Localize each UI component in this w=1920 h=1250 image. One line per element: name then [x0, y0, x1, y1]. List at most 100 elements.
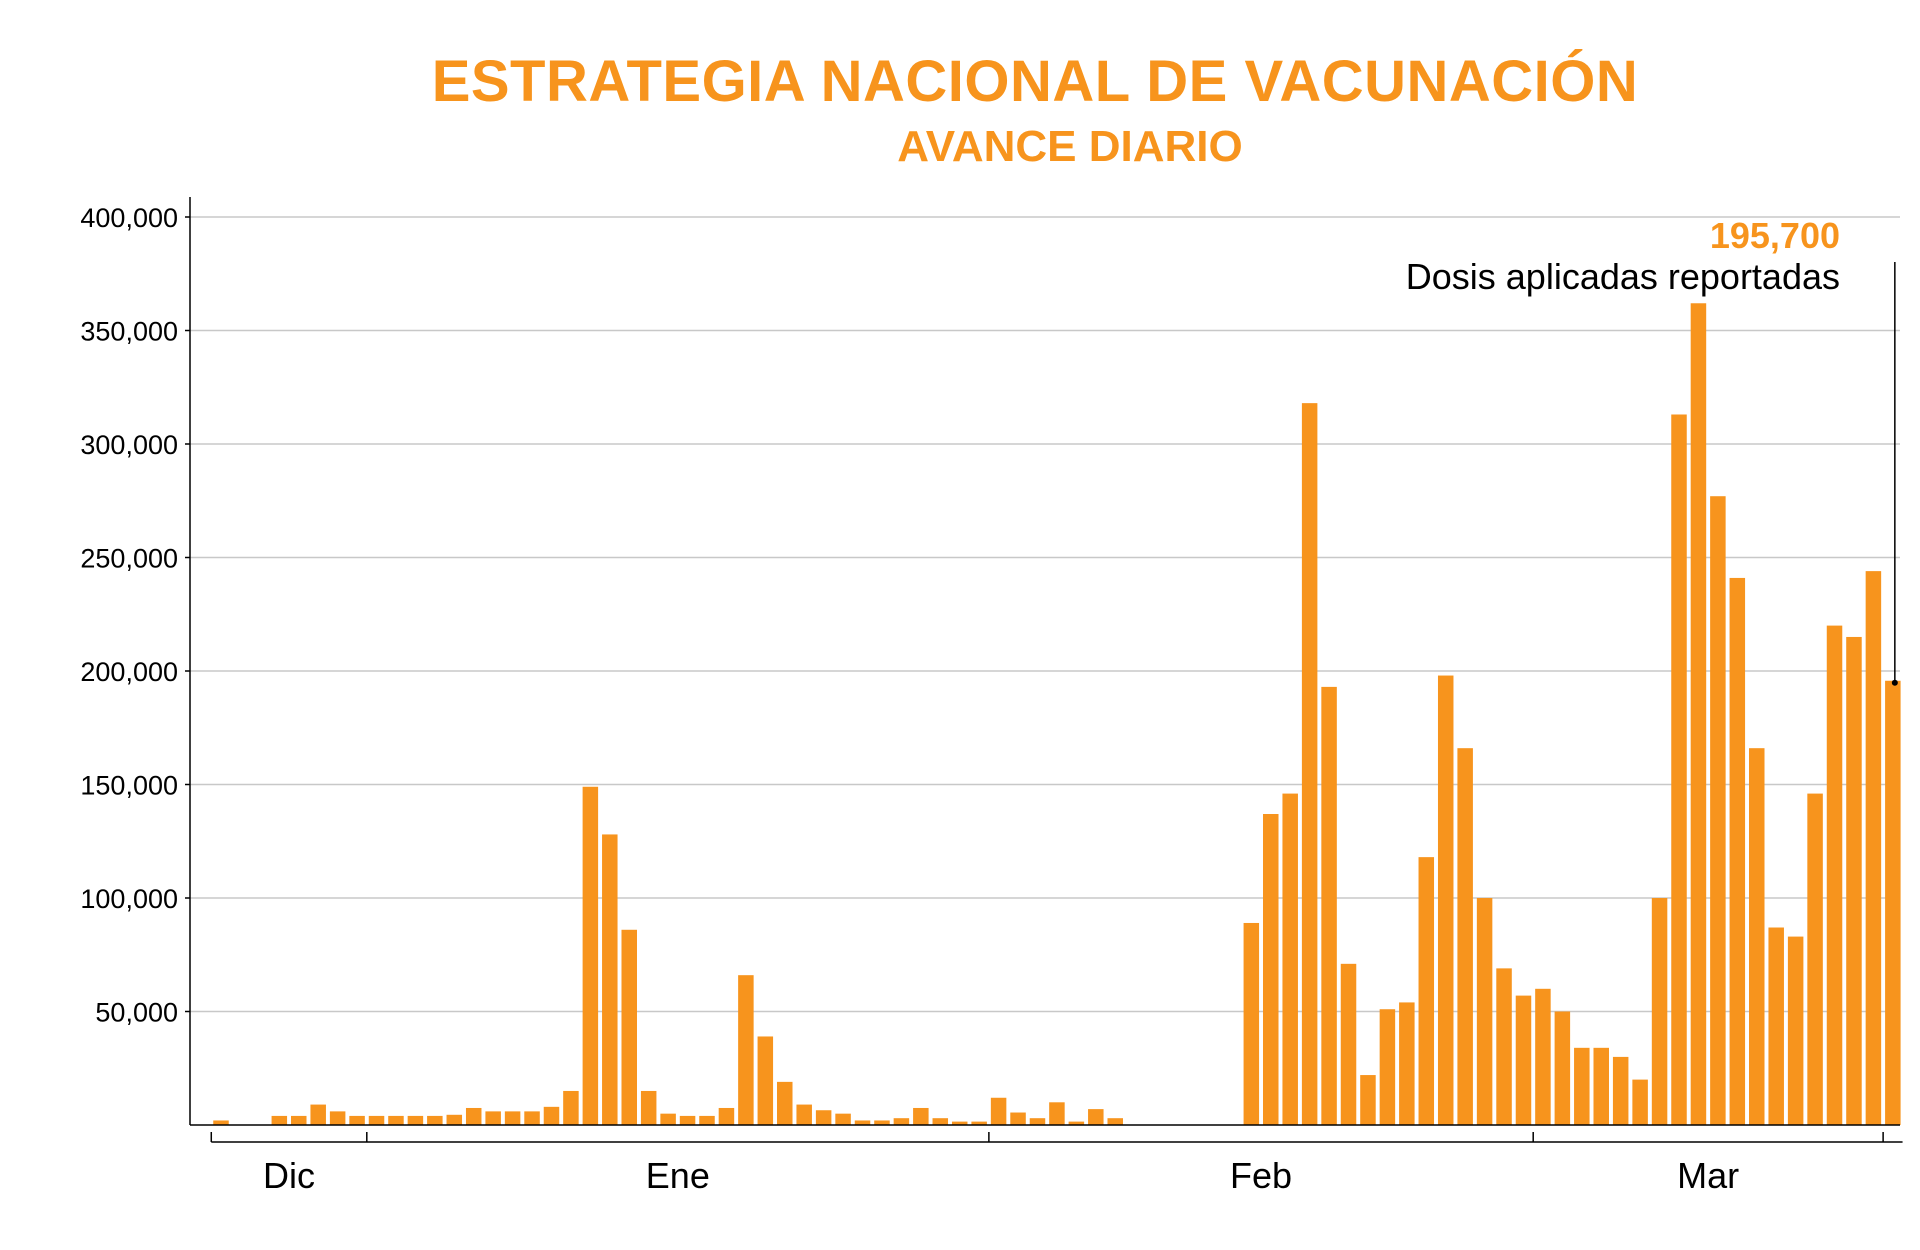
- bar: [1321, 686, 1337, 1125]
- bar: [1671, 414, 1687, 1125]
- annotation-value: 195,700: [1710, 215, 1840, 256]
- bar: [271, 1115, 288, 1125]
- bar: [990, 1097, 1007, 1125]
- y-tick-label: 200,000: [80, 657, 178, 687]
- bar: [1418, 857, 1435, 1125]
- bar: [1243, 922, 1260, 1125]
- bar: [796, 1104, 812, 1125]
- y-tick-label: 400,000: [80, 203, 178, 233]
- bar: [1554, 1011, 1571, 1125]
- bar: [1885, 680, 1901, 1125]
- chart-subtitle: AVANCE DIARIO: [897, 122, 1243, 171]
- x-tick-label: Mar: [1677, 1155, 1739, 1196]
- annotation-dot: [1891, 679, 1898, 686]
- bar: [1865, 571, 1882, 1125]
- bar: [1535, 988, 1551, 1125]
- bar: [1088, 1109, 1104, 1125]
- bar: [524, 1111, 540, 1125]
- bar: [777, 1081, 793, 1125]
- bar: [1574, 1047, 1590, 1125]
- bar: [1399, 1002, 1415, 1125]
- bar: [1593, 1047, 1609, 1125]
- bar: [1710, 496, 1726, 1126]
- bar: [1437, 675, 1454, 1125]
- bar: [1049, 1102, 1065, 1125]
- bar: [718, 1107, 735, 1125]
- bar: [1632, 1079, 1648, 1125]
- y-tick-label: 300,000: [80, 430, 178, 460]
- x-tick-label: Feb: [1230, 1155, 1292, 1196]
- bar: [504, 1111, 521, 1125]
- bar: [1301, 403, 1318, 1125]
- bar: [602, 834, 618, 1125]
- bar: [1515, 995, 1532, 1125]
- bar: [368, 1115, 385, 1125]
- bar: [854, 1120, 871, 1125]
- bar: [621, 929, 637, 1125]
- bar: [1651, 898, 1668, 1125]
- bar: [1846, 636, 1862, 1125]
- bar: [446, 1114, 463, 1125]
- y-tick-label: 150,000: [80, 771, 178, 801]
- y-tick-label: 350,000: [80, 317, 178, 347]
- chart-title: ESTRATEGIA NACIONAL DE VACUNACIÓN: [431, 49, 1639, 114]
- bar: [1826, 625, 1843, 1125]
- bar: [1282, 793, 1298, 1125]
- bar: [1457, 748, 1473, 1125]
- bar: [1068, 1121, 1085, 1125]
- bar: [291, 1115, 307, 1125]
- y-tick-label: 250,000: [80, 544, 178, 574]
- bar: [640, 1090, 657, 1125]
- bar: [427, 1115, 443, 1125]
- bar: [1496, 968, 1512, 1125]
- bar: [1476, 898, 1493, 1125]
- bar: [543, 1106, 560, 1125]
- bar: [582, 786, 599, 1125]
- y-tick-label: 50,000: [95, 998, 178, 1028]
- bar: [1379, 1009, 1396, 1125]
- bar: [1010, 1112, 1026, 1125]
- bar: [1029, 1118, 1046, 1125]
- bar: [893, 1118, 910, 1125]
- y-axis-ticks: 50,000 100,000 150,000 200,000 250,000 300,00…: [80, 203, 190, 1028]
- bar: [757, 1036, 774, 1125]
- x-tick-label: Dic: [263, 1155, 315, 1196]
- y-tick-label: 100,000: [80, 884, 178, 914]
- bar: [913, 1107, 929, 1125]
- bar: [951, 1121, 968, 1125]
- bar: [1749, 748, 1765, 1125]
- axes: [189, 197, 1900, 1126]
- bar: [1612, 1056, 1629, 1125]
- bar: [1807, 793, 1823, 1125]
- bar: [815, 1110, 832, 1125]
- bar: [485, 1111, 501, 1125]
- bar: [1360, 1075, 1376, 1125]
- annotation-label: Dosis aplicadas reportadas: [1406, 256, 1840, 297]
- bar: [465, 1107, 482, 1125]
- bar: [971, 1121, 987, 1125]
- bar: [349, 1115, 365, 1125]
- last-value-annotation: 195,700 Dosis aplicadas reportadas: [1406, 215, 1898, 686]
- bar: [660, 1113, 676, 1125]
- bar: [213, 1120, 229, 1125]
- bar: [1263, 814, 1279, 1125]
- bar: [1690, 303, 1707, 1125]
- bar: [388, 1115, 404, 1125]
- x-tick-label: Ene: [646, 1155, 710, 1196]
- bar: [738, 975, 754, 1125]
- bar: [1768, 927, 1784, 1125]
- bar-series: [213, 303, 1901, 1126]
- bar: [699, 1115, 715, 1125]
- bar: [874, 1120, 890, 1125]
- bar: [1107, 1118, 1123, 1125]
- bar: [932, 1118, 949, 1125]
- bar: [679, 1115, 696, 1125]
- bar: [1787, 936, 1804, 1125]
- bar: [1340, 963, 1357, 1125]
- bar: [1729, 577, 1746, 1125]
- bar: [310, 1104, 326, 1125]
- x-axis-ticks: Dic Ene Feb Mar: [210, 1132, 1903, 1196]
- bar: [407, 1115, 424, 1125]
- gridlines: [190, 216, 1900, 1013]
